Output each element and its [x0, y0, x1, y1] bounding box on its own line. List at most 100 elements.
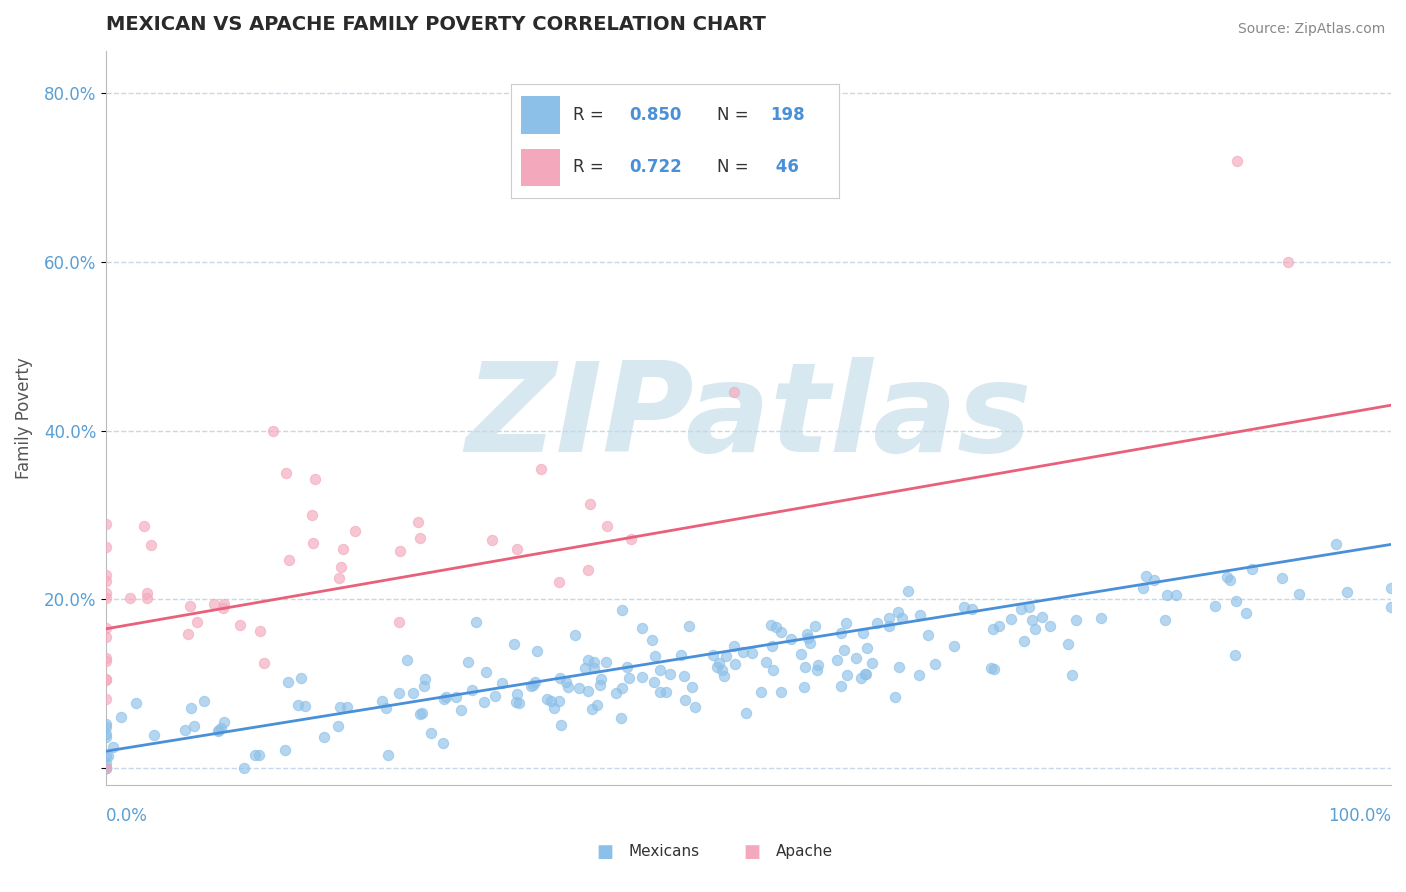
Point — [568, 681, 591, 696]
Point — [193, 694, 215, 708]
Point — [277, 553, 299, 567]
Point — [97, 748, 120, 763]
Point — [796, 626, 818, 640]
Point — [924, 657, 946, 672]
Point — [713, 669, 735, 683]
Point — [506, 687, 529, 701]
Point — [253, 656, 276, 670]
Point — [214, 598, 236, 612]
Point — [631, 622, 654, 636]
Point — [595, 519, 617, 533]
Point — [1219, 573, 1241, 587]
Point — [328, 570, 350, 584]
Point — [262, 424, 284, 438]
Point — [673, 692, 696, 706]
Point — [595, 655, 617, 669]
Point — [1135, 569, 1157, 583]
Text: MEXICAN VS APACHE FAMILY POVERTY CORRELATION CHART: MEXICAN VS APACHE FAMILY POVERTY CORRELA… — [107, 15, 766, 34]
Point — [536, 691, 558, 706]
Point — [988, 619, 1011, 633]
Point — [548, 671, 571, 685]
Point — [1288, 587, 1310, 601]
Point — [889, 660, 911, 674]
Point — [706, 660, 728, 674]
Point — [249, 624, 271, 638]
Point — [433, 692, 456, 706]
Point — [793, 680, 815, 694]
Point — [274, 743, 297, 757]
Point — [328, 719, 350, 733]
Point — [96, 731, 118, 745]
Point — [336, 699, 359, 714]
Point — [834, 616, 856, 631]
Point — [807, 657, 830, 672]
Point — [1132, 581, 1154, 595]
Point — [851, 626, 873, 640]
Point — [761, 639, 783, 653]
Point — [229, 618, 252, 632]
Point — [983, 662, 1005, 676]
Point — [96, 692, 118, 706]
Point — [207, 723, 229, 737]
Point — [849, 671, 872, 685]
Point — [406, 515, 429, 529]
Point — [183, 719, 205, 733]
Point — [1039, 619, 1062, 633]
Point — [290, 671, 312, 685]
Point — [96, 761, 118, 775]
Point — [450, 703, 472, 717]
Point — [375, 701, 398, 715]
Point — [769, 684, 792, 698]
Point — [612, 681, 634, 696]
Point — [1000, 612, 1022, 626]
Point — [212, 714, 235, 729]
Point — [724, 657, 747, 672]
Point — [503, 637, 526, 651]
Point — [641, 633, 664, 648]
Point — [799, 636, 821, 650]
Point — [294, 698, 316, 713]
Point — [754, 656, 776, 670]
Point — [790, 647, 813, 661]
Point — [643, 675, 665, 690]
Point — [465, 615, 488, 630]
Point — [96, 591, 118, 605]
Point — [1011, 601, 1033, 615]
Point — [845, 651, 868, 665]
Point — [484, 689, 506, 703]
Point — [583, 660, 606, 674]
Point — [173, 723, 195, 738]
Point — [526, 644, 548, 658]
Point — [103, 740, 125, 755]
Point — [806, 663, 828, 677]
Point — [741, 646, 763, 660]
Point — [136, 591, 159, 606]
Point — [860, 656, 883, 670]
Point — [1064, 613, 1087, 627]
Point — [243, 747, 266, 762]
Point — [1156, 588, 1178, 602]
Point — [96, 727, 118, 741]
Point — [202, 597, 225, 611]
Point — [749, 684, 772, 698]
Point — [388, 543, 411, 558]
Point — [576, 684, 599, 698]
Point — [830, 626, 852, 640]
Point — [1056, 637, 1078, 651]
Point — [650, 664, 672, 678]
Point — [508, 696, 530, 710]
Point — [96, 761, 118, 775]
Point — [655, 685, 678, 699]
Point — [723, 385, 745, 400]
Text: 0.0%: 0.0% — [107, 807, 148, 825]
Text: ZIPatlas: ZIPatlas — [465, 358, 1032, 478]
Point — [735, 706, 758, 721]
Point — [564, 628, 586, 642]
Point — [616, 660, 638, 674]
Point — [179, 599, 201, 614]
Point — [301, 508, 323, 522]
Point — [287, 698, 309, 712]
Point — [619, 671, 641, 685]
Point — [395, 653, 418, 667]
Point — [118, 591, 141, 606]
